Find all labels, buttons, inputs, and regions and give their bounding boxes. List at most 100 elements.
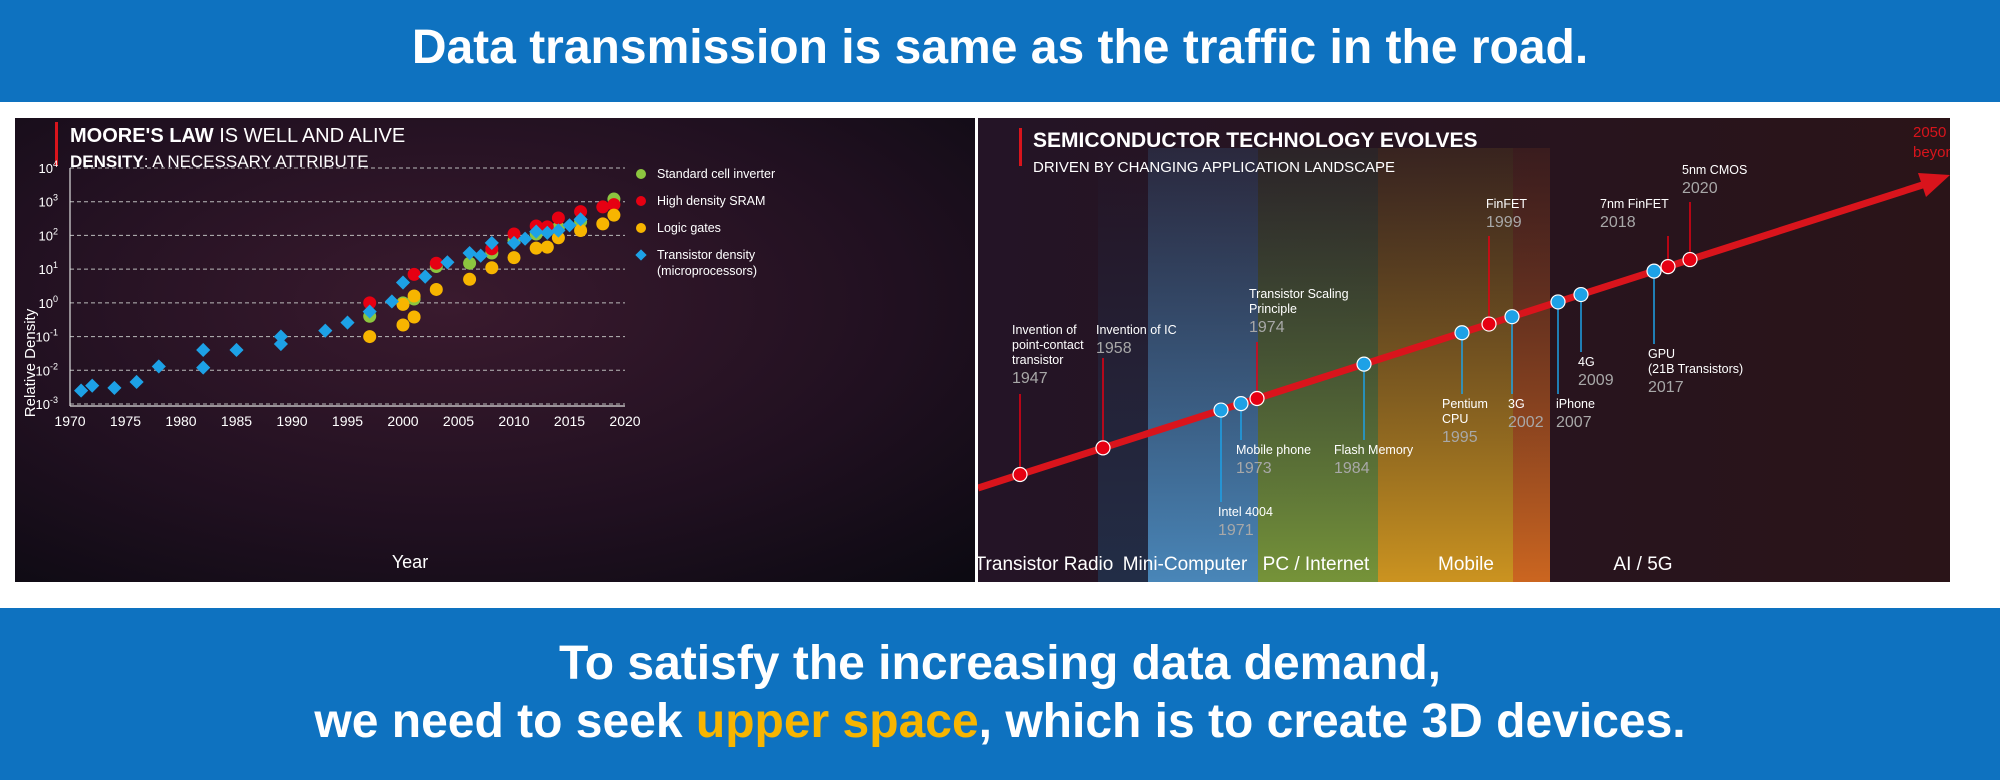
data-point-circle <box>429 282 443 296</box>
milestone-dot <box>1504 309 1520 325</box>
data-point-circle <box>596 200 610 214</box>
timeline-title: SEMICONDUCTOR TECHNOLOGY EVOLVES <box>1033 129 1478 152</box>
milestone-label: GPU <box>1648 347 1675 361</box>
milestone-year: 1974 <box>1249 319 1285 336</box>
data-point-diamond <box>529 224 544 239</box>
semiconductor-timeline: SEMICONDUCTOR TECHNOLOGY EVOLVES DRIVEN … <box>978 118 1950 582</box>
data-point-diamond <box>551 223 566 238</box>
timeline-subtitle: DRIVEN BY CHANGING APPLICATION LANDSCAPE <box>1033 159 1395 176</box>
milestone-year: 1999 <box>1486 214 1522 231</box>
y-axis-label: Relative Density <box>22 308 39 417</box>
milestone-year: 1971 <box>1218 522 1254 539</box>
x-tick-label: 2000 <box>387 413 418 429</box>
data-point-circle <box>607 208 621 222</box>
data-point-circle <box>596 217 610 231</box>
milestone-label: transistor <box>1012 353 1063 367</box>
y-tick-label: 10-2 <box>36 361 58 378</box>
x-tick-label: 1980 <box>165 413 196 429</box>
legend-label: Logic gates <box>657 221 721 235</box>
milestone-dot <box>1682 251 1698 268</box>
era-band <box>1378 148 1513 582</box>
milestone-label: Transistor Scaling <box>1249 287 1349 301</box>
milestone-dot <box>1356 356 1372 372</box>
footer-line1: To satisfy the increasing data demand, <box>559 637 1441 690</box>
milestone-label: Invention of <box>1012 323 1077 337</box>
data-point-diamond <box>395 275 411 290</box>
data-point-diamond <box>506 235 522 250</box>
milestone-dot <box>1573 286 1589 303</box>
era-bands <box>1098 148 1550 582</box>
milestone-label: iPhone <box>1556 397 1595 411</box>
data-point-circle <box>529 241 543 255</box>
milestone-year: 2002 <box>1508 414 1544 431</box>
x-tick-label: 1990 <box>276 413 307 429</box>
x-tick-label: 1995 <box>332 413 363 429</box>
y-tick-label: 102 <box>39 226 58 243</box>
header-title: Data transmission is same as the traffic… <box>411 21 1589 74</box>
data-point-diamond <box>384 294 399 309</box>
data-point-circle <box>574 224 588 238</box>
x-axis-label: Year <box>392 552 428 572</box>
milestone-label: Principle <box>1249 302 1297 316</box>
y-tick-label: 103 <box>39 193 58 210</box>
data-point-diamond <box>229 342 244 358</box>
data-point-circle <box>540 240 554 254</box>
milestone-label: CPU <box>1442 412 1468 426</box>
milestone-dot <box>1454 325 1470 341</box>
milestone-label: Intel 4004 <box>1218 505 1273 519</box>
data-point-diamond <box>473 248 488 263</box>
moores-law-chart: MOORE'S LAW IS WELL AND ALIVE DENSITY: A… <box>15 118 975 582</box>
data-point-circle <box>551 211 565 225</box>
data-point-circle <box>429 256 443 270</box>
milestone-year: 1973 <box>1236 460 1272 477</box>
milestone-label: Mobile phone <box>1236 443 1311 457</box>
y-tick-label: 10-3 <box>36 395 58 412</box>
data-point-circle <box>407 267 421 281</box>
data-point-diamond <box>196 360 211 375</box>
chart-subtitle: DENSITY: A NECESSARY ATTRIBUTE <box>70 152 369 171</box>
data-point-circle <box>363 330 377 344</box>
data-point-diamond <box>462 245 477 261</box>
y-tick-labels: 104 103 102 101 100 10-1 10-2 10-3 <box>36 159 58 412</box>
legend-label: High density SRAM <box>657 194 765 208</box>
footer-banner: To satisfy the increasing data demand, w… <box>0 608 2000 780</box>
milestone-label: point-contact <box>1012 338 1084 352</box>
y-tick-label: 10-1 <box>36 328 58 345</box>
data-point-circle <box>607 198 621 212</box>
footer-highlight: upper space <box>695 695 979 748</box>
milestone-year: 2020 <box>1682 180 1718 197</box>
data-point-diamond <box>196 342 211 358</box>
y-tick-label: 101 <box>39 260 58 277</box>
y-tick-label: 100 <box>39 294 58 311</box>
milestone-dot <box>1481 316 1497 332</box>
data-point-circle <box>463 272 477 286</box>
data-point-diamond <box>362 304 377 319</box>
milestone-dot <box>1249 390 1265 407</box>
data-point-circle <box>551 231 565 245</box>
data-point-circle <box>407 310 421 324</box>
legend-marker <box>636 169 646 179</box>
legend-label: (microprocessors) <box>657 264 757 278</box>
milestone-year: 1995 <box>1442 429 1478 446</box>
milestone-year: 1958 <box>1096 340 1132 357</box>
data-point-diamond <box>562 218 577 233</box>
arrow-label-line1: 2050 and <box>1913 124 1950 141</box>
x-tick-label: 2010 <box>498 413 529 429</box>
x-tick-label: 1985 <box>221 413 252 429</box>
milestone-dot <box>1550 294 1566 310</box>
milestone-year: 1947 <box>1012 370 1048 387</box>
data-point-circle <box>485 261 499 275</box>
milestone-dot <box>1660 259 1676 275</box>
footer-line2-pre: we need to seek <box>314 695 696 748</box>
milestone-dot <box>1233 396 1249 412</box>
milestone-year: 2018 <box>1600 214 1636 231</box>
legend-marker <box>636 223 646 233</box>
legend-marker <box>636 196 646 206</box>
data-point-diamond <box>129 374 144 390</box>
chart-title: MOORE'S LAW IS WELL AND ALIVE <box>70 125 405 147</box>
milestone-dot <box>1095 440 1111 456</box>
milestone-label: Flash Memory <box>1334 443 1414 457</box>
x-tick-label: 2005 <box>443 413 474 429</box>
milestone-label: (21B Transistors) <box>1648 362 1743 376</box>
